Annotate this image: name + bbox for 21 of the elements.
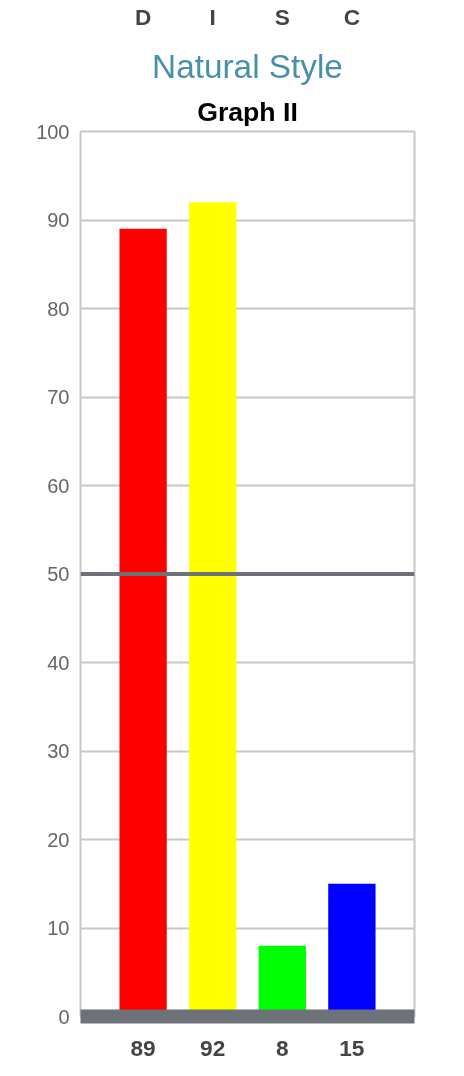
data-label: 89 (130, 1034, 156, 1061)
y-tick-label: 0 (58, 1005, 70, 1028)
data-label: 8 (275, 1034, 289, 1061)
data-label: 92 (200, 1034, 226, 1061)
y-tick-label: 90 (47, 209, 70, 231)
y-tick-label: 100 (36, 120, 70, 143)
y-tick-label: 80 (47, 297, 70, 320)
chart-subtitle: Graph II (197, 96, 298, 127)
data-label: 15 (339, 1034, 365, 1061)
y-tick-label: 50 (47, 563, 70, 585)
x-tick-label: D (134, 3, 152, 30)
y-tick-label: 30 (47, 740, 70, 762)
chart-title: Natural Style (152, 47, 343, 85)
x-tick-label: S (274, 3, 290, 30)
y-tick-label: 20 (47, 828, 70, 851)
y-tick-label: 40 (47, 651, 70, 674)
x-tick-label: I (209, 3, 216, 30)
y-tick-label: 60 (47, 474, 70, 497)
x-tick-label: C (343, 3, 361, 30)
y-tick-label: 10 (47, 917, 70, 939)
y-tick-label: 70 (47, 386, 70, 408)
